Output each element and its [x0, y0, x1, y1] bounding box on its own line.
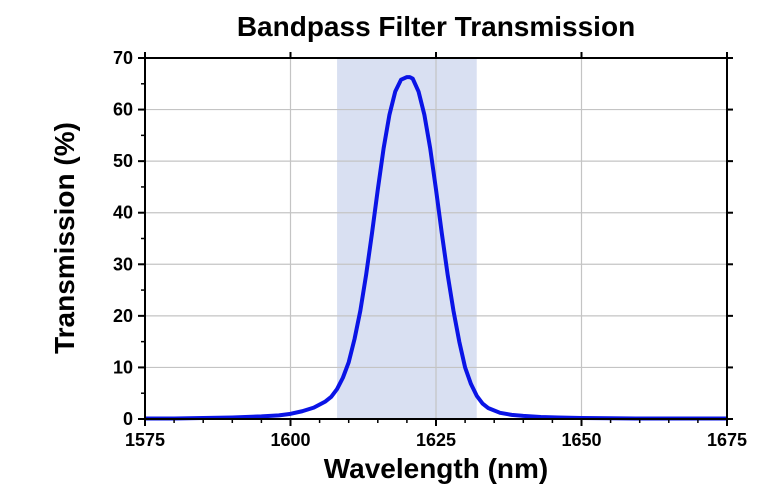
y-tick-label: 50 [113, 151, 133, 171]
y-tick-label: 40 [113, 203, 133, 223]
x-tick-label: 1625 [416, 430, 456, 450]
y-tick-label: 70 [113, 48, 133, 68]
x-tick-label: 1600 [270, 430, 310, 450]
y-tick-label: 60 [113, 100, 133, 120]
chart-title: Bandpass Filter Transmission [237, 11, 635, 42]
y-tick-label: 20 [113, 306, 133, 326]
x-tick-label: 1575 [125, 430, 165, 450]
transmission-curve [145, 75, 727, 421]
axis-ticks: 1575 1600 1625 1650 1675 0 10 20 30 40 50 60 70 [113, 48, 747, 450]
y-axis-label: Transmission (%) [49, 122, 80, 354]
x-tick-label: 1675 [707, 430, 747, 450]
x-tick-label: 1650 [561, 430, 601, 450]
grid [144, 57, 728, 420]
y-tick-label: 10 [113, 357, 133, 377]
y-tick-label: 0 [123, 409, 133, 429]
y-tick-label: 30 [113, 254, 133, 274]
x-axis-label: Wavelength (nm) [324, 453, 549, 484]
passband-region [337, 58, 477, 419]
